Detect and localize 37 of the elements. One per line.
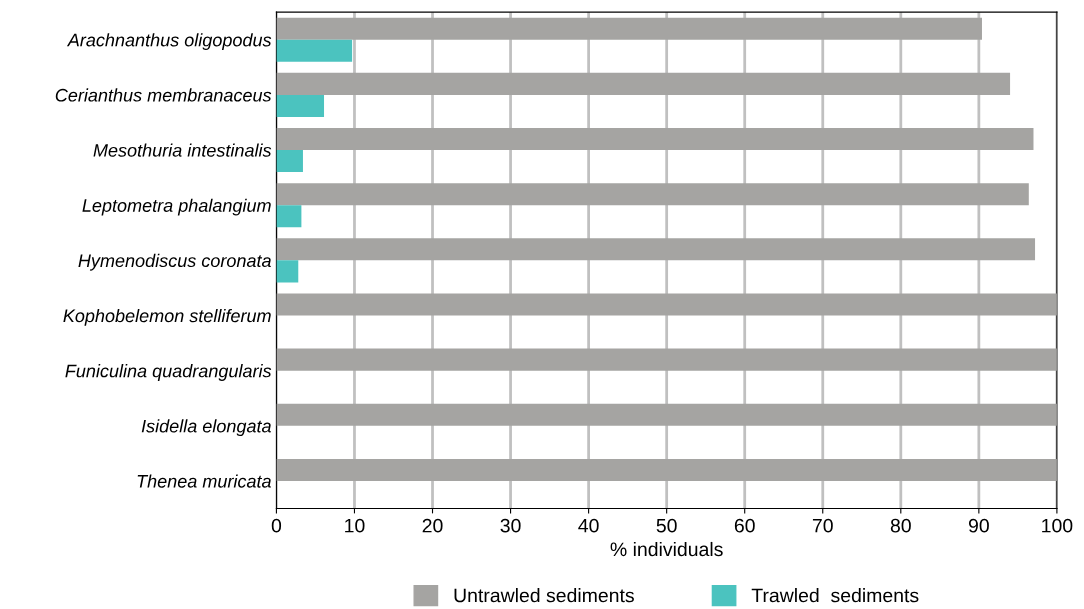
y-tick-label: Hymenodiscus coronata: [78, 253, 271, 271]
y-tick-label: Arachnanthus oligopodus: [66, 33, 272, 51]
y-tick-label: Funiculina quadrangularis: [65, 364, 272, 381]
bar: [276, 293, 1057, 316]
y-tick-label: Cerianthus membranaceus: [55, 88, 272, 102]
bar: [276, 348, 1057, 371]
x-tick-label: 10: [345, 518, 365, 533]
x-tick-label: 30: [500, 518, 521, 533]
bar: [276, 150, 303, 173]
bar: [276, 238, 1036, 261]
y-tick-label: Leptometra phalangium: [82, 198, 271, 216]
x-tick-label: 0: [271, 518, 282, 533]
y-tick-label: Mesothuria intestinalis: [93, 143, 272, 157]
bar: [276, 403, 1057, 426]
x-tick-label: 100: [1042, 518, 1073, 533]
y-tick-label: Kophobelemon stelliferum: [63, 308, 271, 326]
x-axis-title: % individuals: [610, 541, 723, 557]
y-tick-label: Thenea muricata: [137, 474, 271, 488]
bar: [276, 39, 353, 62]
x-tick-label: 80: [890, 518, 911, 533]
bar: [276, 72, 1011, 95]
y-tick-label: Isidella elongata: [141, 419, 271, 437]
bar: [276, 458, 1057, 481]
legend-label: Trawled sediments: [751, 588, 919, 603]
bar: [276, 183, 1029, 206]
x-tick-label: 20: [422, 518, 443, 533]
bar: [276, 17, 982, 40]
x-tick-label: 90: [968, 518, 989, 533]
bar: [276, 94, 325, 117]
x-tick-label: 70: [812, 518, 833, 533]
x-tick-label: 50: [656, 518, 677, 533]
legend-label: Untrawled sediments: [454, 588, 634, 603]
bar: [276, 127, 1034, 151]
x-tick-label: 40: [578, 518, 599, 533]
x-tick-label: 60: [734, 518, 755, 533]
bar: [276, 205, 302, 228]
bar: [276, 260, 299, 283]
